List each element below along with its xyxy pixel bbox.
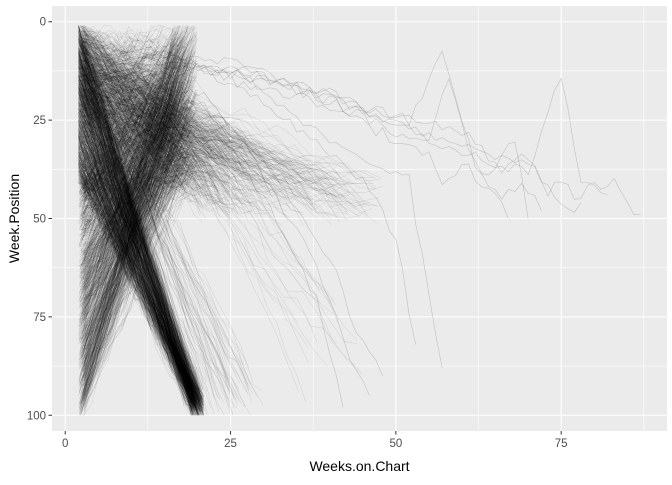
- series-long-run-1: [78, 61, 509, 219]
- series-bundle-2: [78, 25, 198, 207]
- series-long-run-2: [78, 46, 542, 211]
- series-long-run-9: [78, 66, 383, 377]
- y-axis-title: Week.Position: [6, 174, 22, 263]
- x-tick-label: 25: [224, 438, 237, 450]
- y-tick-label: 75: [33, 312, 46, 324]
- series-long-run-10: [78, 61, 582, 213]
- x-tick-label: 0: [62, 438, 68, 450]
- series-layer: [78, 25, 641, 416]
- grid-major: [52, 6, 667, 431]
- series-long-run-5: [78, 49, 443, 369]
- y-tick-label: 25: [33, 115, 46, 127]
- series-long-run-3: [78, 56, 641, 215]
- series-long-run-8: [78, 68, 344, 408]
- series-bundle-5: [78, 28, 264, 416]
- x-tick-label: 50: [389, 438, 402, 450]
- x-tick-label: 75: [555, 438, 568, 450]
- series-long-run-0: [78, 47, 529, 219]
- y-tick-label: 100: [27, 410, 46, 422]
- series-long-run-7: [78, 67, 370, 396]
- series-bundle-4: [78, 25, 383, 226]
- series-long-run-4: [78, 63, 608, 196]
- x-tick-labels: 0 25 50 75: [62, 438, 568, 450]
- y-tick-labels: 0 25 50 75 100: [27, 17, 46, 423]
- y-tick-label: 50: [33, 214, 46, 226]
- series-bundle-1: [78, 25, 205, 416]
- x-axis-title: Weeks.on.Chart: [309, 458, 409, 474]
- axis-ticks: [48, 21, 562, 435]
- series-bundle-6: [119, 30, 362, 402]
- series-long-run-6: [78, 57, 416, 345]
- series-bundle-0: [78, 25, 198, 416]
- y-tick-label: 0: [40, 17, 46, 29]
- series-bundle-3: [78, 25, 264, 222]
